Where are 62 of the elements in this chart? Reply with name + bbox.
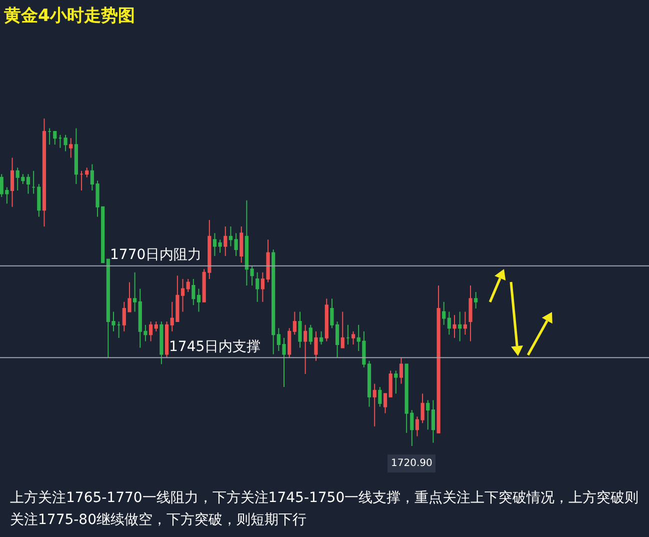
candlestick	[474, 292, 478, 309]
candlestick	[272, 248, 276, 355]
candlestick	[351, 330, 356, 345]
candlestick	[256, 272, 260, 302]
ref-line-label: 1770日内阻力	[110, 247, 202, 263]
candlestick	[447, 311, 451, 336]
candlestick	[320, 330, 324, 345]
candlestick	[298, 311, 302, 348]
candlestick	[196, 288, 201, 312]
candlestick	[186, 278, 190, 293]
ref-line-label: 1745日内支撑	[169, 339, 261, 355]
candlestick	[340, 311, 344, 348]
candlestick	[383, 393, 388, 414]
candlestick	[240, 226, 244, 264]
candlestick	[154, 321, 158, 332]
candlestick	[224, 226, 228, 257]
candlestick	[133, 272, 137, 312]
candlestick	[304, 324, 308, 374]
candlestick	[10, 157, 14, 208]
candlestick	[192, 278, 196, 306]
candlestick	[431, 400, 435, 444]
candlestick	[292, 311, 296, 336]
candlestick	[324, 298, 328, 342]
candlestick	[180, 278, 185, 312]
text: 上方关注1765-1770一线阻力，下方关注1745-1750一线支撑，重点关注上下突破情况，上方突破则关注1775-80继续做空，下方突破，则短期下行	[10, 489, 640, 530]
candlestick	[26, 174, 30, 194]
candlestick	[288, 328, 292, 358]
candlestick	[148, 321, 153, 342]
candlestick	[458, 311, 462, 342]
candlestick	[32, 170, 36, 194]
candlestick	[314, 330, 318, 362]
candlestick	[436, 285, 440, 434]
candlestick	[218, 239, 222, 254]
candlestick	[37, 183, 41, 218]
candlestick	[53, 131, 57, 146]
candlestick	[346, 324, 350, 345]
candlestick	[42, 118, 46, 228]
candlestick	[442, 301, 446, 326]
annotation: 1720.90	[391, 458, 432, 469]
candlestick	[69, 138, 73, 158]
candlestick	[463, 311, 467, 336]
candlestick	[117, 321, 121, 338]
candlestick	[388, 370, 392, 398]
candlestick	[64, 134, 68, 152]
candlestick	[399, 357, 404, 384]
candlestick	[74, 128, 78, 184]
candlestick	[372, 383, 376, 427]
candlestick	[160, 321, 164, 365]
candlestick	[367, 360, 372, 408]
candlestick	[394, 370, 398, 394]
candlestick	[164, 321, 169, 358]
candlestick	[80, 170, 84, 192]
candlestick	[212, 232, 217, 257]
candlestick	[308, 324, 312, 345]
candlestick	[48, 128, 52, 146]
candlestick	[378, 386, 382, 408]
candlestick	[58, 134, 62, 148]
candlestick	[426, 400, 430, 430]
candlestick	[85, 167, 89, 178]
candlestick	[468, 285, 472, 342]
chart-title: 黄金4小时走势图	[4, 5, 135, 27]
candlestick	[452, 314, 456, 338]
